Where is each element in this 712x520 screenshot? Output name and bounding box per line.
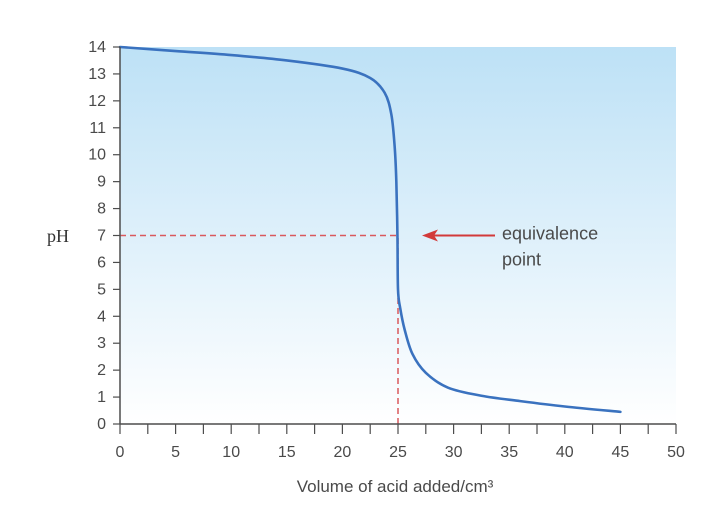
titration-curve xyxy=(118,45,622,414)
y-tick-label: 1 xyxy=(97,389,106,406)
x-tick-label: 25 xyxy=(389,444,407,461)
y-tick-label: 4 xyxy=(97,308,106,325)
y-tick-label: 6 xyxy=(97,254,106,271)
y-tick-label: 12 xyxy=(88,93,106,110)
x-tick-label: 40 xyxy=(556,444,574,461)
x-tick-label: 20 xyxy=(334,444,352,461)
y-tick-label: 11 xyxy=(89,120,106,137)
x-tick-label: 50 xyxy=(667,444,685,461)
equivalence-arrow-head xyxy=(422,229,438,242)
equivalence-point-label: equivalence xyxy=(502,224,598,244)
y-tick-label: 3 xyxy=(97,335,106,352)
x-axis-ticks: 0 5 10 15 20 25 30 35 40 45 50 xyxy=(116,424,685,461)
y-tick-label: 0 xyxy=(97,416,106,433)
y-tick-label: 13 xyxy=(88,66,106,83)
series-layer xyxy=(118,45,622,414)
reference-lines xyxy=(120,234,399,424)
y-axis-title: pH xyxy=(47,226,69,246)
x-tick-label: 10 xyxy=(222,444,240,461)
x-tick-label: 5 xyxy=(171,444,180,461)
y-tick-label: 8 xyxy=(97,201,106,218)
x-tick-label: 35 xyxy=(500,444,518,461)
x-tick-label: 30 xyxy=(445,444,463,461)
y-tick-label: 2 xyxy=(97,362,106,379)
y-tick-label: 10 xyxy=(88,147,106,164)
x-axis-title: Volume of acid added/cm³ xyxy=(297,477,494,496)
x-tick-label: 15 xyxy=(278,444,296,461)
x-tick-label: 0 xyxy=(116,444,125,461)
x-tick-label: 45 xyxy=(612,444,630,461)
y-tick-label: 9 xyxy=(97,174,106,191)
y-tick-label: 5 xyxy=(97,281,106,298)
y-tick-label: 14 xyxy=(88,39,106,56)
y-tick-label: 7 xyxy=(97,228,106,245)
equivalence-point-label: point xyxy=(502,250,541,270)
annotations-layer: equivalence point xyxy=(422,224,598,270)
